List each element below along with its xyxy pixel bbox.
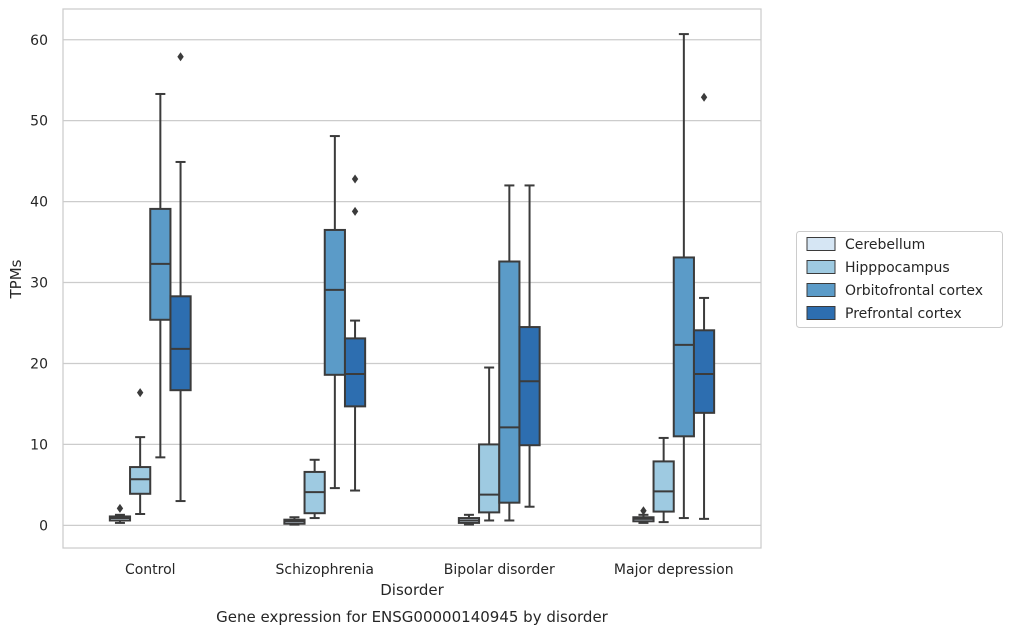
box-0-0 <box>108 503 132 524</box>
figure-caption: Gene expression for ENSG00000140945 by d… <box>216 608 609 626</box>
legend-swatch <box>806 306 836 320</box>
legend-frame <box>796 231 1003 328</box>
box-2-3 <box>672 33 695 520</box>
outlier-marker <box>351 174 359 184</box>
box-2-1 <box>323 135 346 490</box>
box-iqr <box>323 228 346 376</box>
box-iqr <box>169 295 192 392</box>
x-tick-label: Major depression <box>614 562 734 578</box>
y-tick-label: 10 <box>30 437 48 453</box>
outlier-marker <box>700 92 708 102</box>
legend-swatch <box>806 283 836 297</box>
x-tick-label: Schizophrenia <box>276 562 374 578</box>
y-tick-label: 30 <box>30 276 48 292</box>
box-0-1 <box>283 516 306 526</box>
box-2-0 <box>149 92 172 459</box>
box-2-2 <box>498 184 521 522</box>
box-3-0 <box>169 52 192 503</box>
outlier-marker <box>640 506 647 516</box>
box-0-3 <box>632 506 655 524</box>
y-axis-label: TPMs <box>7 259 25 299</box>
box-3-1 <box>343 174 367 492</box>
outlier-marker <box>136 388 144 398</box>
y-tick-label: 60 <box>30 33 48 49</box>
outlier-marker <box>351 206 359 216</box>
y-tick-label: 50 <box>30 114 48 130</box>
box-1-3 <box>652 436 675 524</box>
legend-swatch <box>806 260 836 274</box>
box-1-1 <box>303 458 326 520</box>
legend-label: Prefrontal cortex <box>845 306 962 322</box>
boxes <box>108 33 716 526</box>
legend: Cerebellum Hipppocampus Orbitofrontal cort… <box>796 231 1003 328</box>
y-tick-label: 40 <box>30 195 48 211</box>
box-iqr <box>343 337 367 408</box>
y-axis-ticks: 0 10 20 30 40 50 60 <box>30 33 48 535</box>
legend-label: Orbitofrontal cortex <box>845 283 983 299</box>
x-axis-label: Disorder <box>380 581 444 599</box>
box-1-0 <box>129 388 152 516</box>
legend-label: Cerebellum <box>845 237 925 253</box>
legend-label: Hipppocampus <box>845 260 950 276</box>
box-iqr <box>129 466 152 495</box>
legend-swatch <box>806 237 836 251</box>
legend-items: Cerebellum Hipppocampus Orbitofrontal cort… <box>806 237 983 322</box>
box-3-2 <box>518 184 541 508</box>
plot-frame <box>62 8 762 549</box>
x-tick-label: Control <box>125 562 176 578</box>
box-iqr <box>652 460 675 513</box>
box-iqr <box>518 326 541 447</box>
box-iqr <box>692 329 716 414</box>
y-tick-label: 0 <box>39 518 48 534</box>
box-3-3 <box>692 92 716 520</box>
box-1-2 <box>478 366 501 522</box>
box-iqr <box>478 443 501 514</box>
x-tick-label: Bipolar disorder <box>444 562 555 578</box>
box-iqr <box>672 256 695 438</box>
box-iqr <box>498 260 521 504</box>
y-tick-label: 20 <box>30 356 48 372</box>
outlier-marker <box>116 503 124 513</box>
x-axis-ticks: Control Schizophrenia Bipolar disorder Majo… <box>125 562 734 578</box>
box-0-2 <box>457 513 481 526</box>
outlier-marker <box>177 52 184 62</box>
